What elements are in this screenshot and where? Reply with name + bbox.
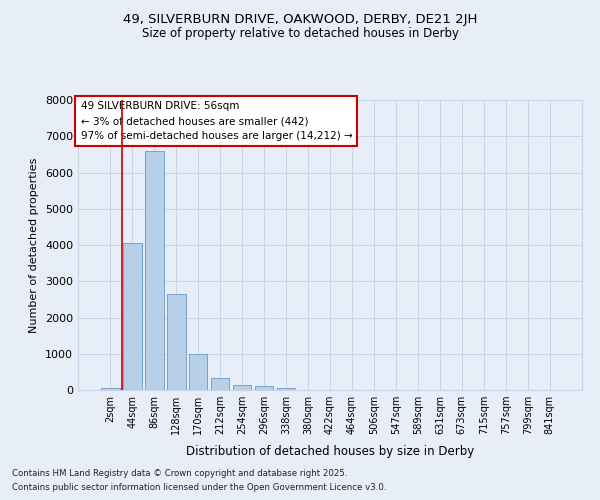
Bar [277,388,295,390]
Y-axis label: Number of detached properties: Number of detached properties [29,158,40,332]
Text: 49 SILVERBURN DRIVE: 56sqm
← 3% of detached houses are smaller (442)
97% of semi: 49 SILVERBURN DRIVE: 56sqm ← 3% of detac… [80,102,352,141]
Bar [101,388,119,390]
Bar [233,386,251,390]
X-axis label: Distribution of detached houses by size in Derby: Distribution of detached houses by size … [186,446,474,458]
Text: Size of property relative to detached houses in Derby: Size of property relative to detached ho… [142,28,458,40]
Bar [167,294,185,390]
Text: Contains public sector information licensed under the Open Government Licence v3: Contains public sector information licen… [12,484,386,492]
Bar [189,354,208,390]
Text: 49, SILVERBURN DRIVE, OAKWOOD, DERBY, DE21 2JH: 49, SILVERBURN DRIVE, OAKWOOD, DERBY, DE… [123,12,477,26]
Bar [211,378,229,390]
Bar [145,151,164,390]
Bar [123,243,142,390]
Text: Contains HM Land Registry data © Crown copyright and database right 2025.: Contains HM Land Registry data © Crown c… [12,468,347,477]
Bar [255,386,274,390]
